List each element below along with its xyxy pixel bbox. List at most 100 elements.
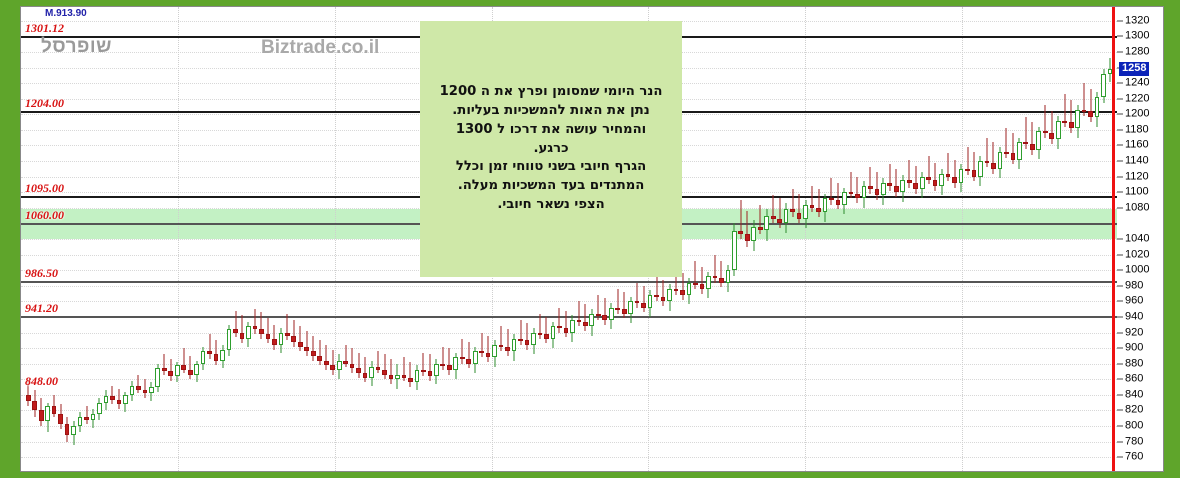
candle-wick	[889, 164, 891, 191]
candle-body	[90, 413, 96, 420]
candle-body	[291, 335, 297, 342]
candle-wick	[772, 195, 774, 224]
candle-body	[1062, 120, 1068, 123]
candle-wick	[558, 307, 560, 333]
candle-body	[511, 338, 517, 352]
candle-body	[421, 369, 426, 372]
candle-body	[207, 351, 212, 355]
candle-body	[200, 351, 206, 364]
candle-wick	[364, 357, 366, 383]
candle-body	[550, 326, 556, 339]
candle-body	[1088, 111, 1093, 118]
candle-wick	[682, 273, 683, 300]
candle-body	[194, 363, 199, 375]
price-axis[interactable]: 1320130012801260124012201200118011601140…	[1117, 7, 1163, 471]
candle-body	[667, 288, 672, 302]
candle-wick	[617, 288, 619, 314]
candle-body	[32, 401, 38, 411]
candle-wick	[811, 186, 813, 213]
candlestick-bar	[466, 7, 472, 471]
candle-wick	[584, 304, 586, 331]
candle-body	[1036, 131, 1042, 151]
axis-tick-label: 1300	[1125, 29, 1150, 42]
candle-body	[829, 198, 834, 201]
candlestick-bar	[848, 7, 854, 471]
candlestick-bar	[84, 7, 89, 471]
candle-body	[155, 368, 161, 388]
candle-body	[615, 307, 621, 310]
axis-tick-label: 1020	[1125, 248, 1150, 261]
candlestick-bar	[278, 7, 284, 471]
candle-body	[608, 307, 614, 321]
candle-wick	[358, 352, 360, 378]
candle-body	[1107, 69, 1113, 74]
axis-tick-label: 900	[1125, 341, 1144, 354]
candlestick-bar	[971, 7, 977, 471]
candle-body	[129, 385, 135, 395]
candle-body	[893, 186, 899, 193]
candle-body	[971, 170, 977, 177]
axis-tick-mark	[1117, 35, 1123, 37]
candle-wick	[818, 189, 820, 218]
candlestick-bar	[440, 7, 446, 471]
candlestick-bar	[356, 7, 361, 471]
candle-body	[174, 365, 180, 377]
candlestick-bar	[913, 7, 919, 471]
candlestick-bar	[252, 7, 258, 471]
candle-body	[906, 179, 912, 183]
candle-body	[336, 360, 342, 370]
gridline-horizontal	[21, 441, 1163, 443]
axis-tick-label: 1280	[1125, 45, 1150, 58]
candle-body	[64, 424, 70, 436]
candle-wick	[565, 310, 567, 338]
axis-tick-label: 800	[1125, 419, 1144, 432]
candle-body	[725, 270, 731, 283]
gridline-horizontal	[21, 426, 1163, 428]
candle-wick	[934, 162, 936, 191]
candle-body	[595, 313, 601, 316]
candlestick-bar	[259, 7, 264, 471]
axis-tick-label: 1180	[1125, 123, 1149, 136]
candlestick-bar	[64, 7, 70, 471]
candlestick-bar	[349, 7, 355, 471]
axis-tick-label: 1320	[1125, 14, 1150, 27]
candlestick-bar	[220, 7, 225, 471]
candlestick-bar	[686, 7, 692, 471]
candle-body	[764, 215, 770, 230]
level-price-label: 848.00	[25, 373, 58, 388]
candlestick-bar	[297, 7, 303, 471]
axis-tick-mark	[1117, 285, 1123, 287]
candle-body	[401, 374, 407, 378]
candlestick-bar	[880, 7, 886, 471]
candlestick-bar	[155, 7, 161, 471]
candle-wick	[163, 354, 165, 375]
candle-body	[1081, 109, 1087, 112]
candlestick-bar	[706, 7, 711, 471]
candle-wick	[928, 156, 930, 185]
axis-tick-mark	[1117, 207, 1123, 209]
candlestick-bar	[1062, 7, 1068, 471]
candle-wick	[701, 267, 703, 294]
candlestick-bar	[427, 7, 433, 471]
candle-wick	[487, 335, 489, 363]
candle-body	[796, 212, 802, 219]
candlestick-bar	[45, 7, 50, 471]
axis-tick-mark	[1117, 394, 1123, 396]
candle-body	[388, 374, 394, 380]
candle-wick	[86, 405, 88, 425]
candlestick-bar	[654, 7, 659, 471]
candlestick-bar	[408, 7, 413, 471]
axis-tick-mark	[1117, 347, 1123, 349]
axis-tick-label: 860	[1125, 372, 1144, 385]
candle-body	[978, 161, 983, 177]
candlestick-bar	[809, 7, 815, 471]
candle-body	[25, 394, 31, 402]
candle-body	[997, 151, 1003, 169]
candle-body	[498, 344, 504, 347]
candle-body	[317, 355, 323, 361]
candle-body	[861, 186, 867, 199]
axis-tick-label: 1080	[1125, 201, 1150, 214]
candlestick-bar	[388, 7, 394, 471]
candle-wick	[1051, 111, 1053, 144]
axis-tick-label: 1160	[1125, 138, 1149, 151]
